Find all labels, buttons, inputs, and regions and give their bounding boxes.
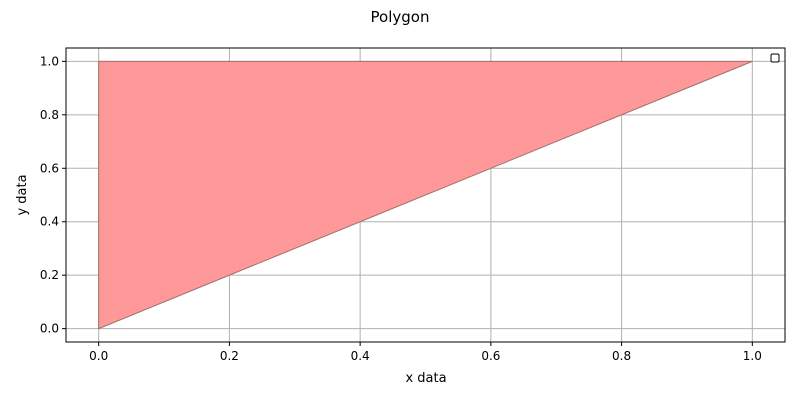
y-axis-ticks: 0.0 0.2 0.4 0.6 0.8 1.0 [40, 54, 66, 336]
y-tick-label: 0.0 [40, 322, 59, 336]
x-tick-label: 0.4 [351, 349, 370, 363]
y-tick-label: 0.4 [40, 215, 59, 229]
polygon-shape [98, 60, 753, 330]
x-axis-label: x data [405, 371, 446, 386]
legend-marker[interactable] [770, 53, 780, 63]
y-axis-label: y data [15, 174, 30, 215]
y-tick-label: 1.0 [40, 54, 59, 68]
x-tick-label: 0.6 [481, 349, 500, 363]
y-tick-label: 0.6 [40, 161, 59, 175]
x-axis-ticks: 0.0 0.2 0.4 0.6 0.8 1.0 [89, 342, 762, 363]
y-tick-label: 0.2 [40, 268, 59, 282]
axes-frame [65, 47, 786, 343]
polygon-layer [98, 60, 753, 330]
chart-title: Polygon [371, 8, 430, 26]
y-tick-label: 0.8 [40, 108, 59, 122]
x-tick-label: 0.8 [612, 349, 631, 363]
x-tick-label: 1.0 [743, 349, 762, 363]
x-tick-label: 0.0 [89, 349, 108, 363]
x-tick-label: 0.2 [220, 349, 239, 363]
